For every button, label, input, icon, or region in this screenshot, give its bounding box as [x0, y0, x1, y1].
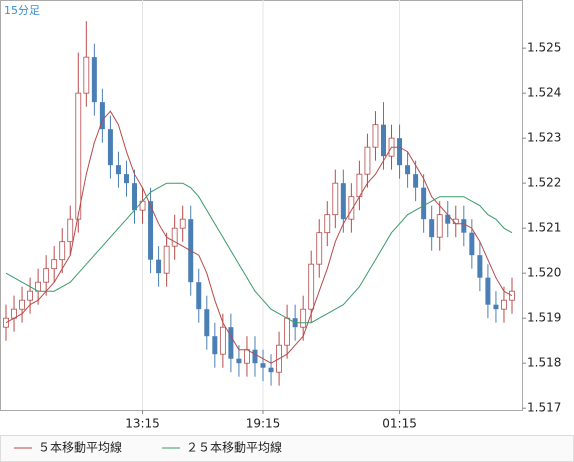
candle-body	[316, 232, 323, 265]
candle-body	[19, 299, 25, 310]
candle-body	[397, 138, 403, 166]
y-tick-label: 1.519	[527, 311, 561, 325]
candle-body	[413, 174, 419, 188]
candle-body	[501, 299, 507, 310]
candle-body	[324, 214, 331, 234]
candle-body	[485, 277, 491, 305]
legend-box	[0, 435, 574, 462]
candle-body	[123, 174, 129, 184]
candle-body	[163, 245, 170, 274]
x-tick-label: 19:15	[246, 417, 281, 431]
candle-body	[132, 183, 138, 211]
candle-body	[348, 196, 355, 220]
candle-body	[115, 165, 121, 175]
legend-label: ５本移動平均線	[38, 440, 122, 455]
candle-body	[59, 241, 66, 261]
candle-body	[429, 219, 435, 238]
candle-body	[260, 363, 266, 368]
ma-line	[5, 110, 513, 364]
candle-body	[99, 102, 105, 130]
candle-body	[421, 187, 427, 220]
candle-body	[405, 165, 411, 175]
candle-body	[43, 268, 50, 283]
ma-line	[5, 182, 513, 324]
y-tick-label: 1.521	[527, 221, 561, 235]
y-tick-label: 1.522	[527, 176, 561, 190]
candle-body	[107, 129, 113, 166]
candle-body	[268, 367, 274, 373]
candle-body	[171, 227, 178, 247]
candle-body	[196, 282, 202, 310]
candle-body	[27, 290, 33, 301]
candle-body	[212, 336, 218, 355]
legend-label: ２５本移動平均線	[186, 440, 282, 455]
candle-body	[477, 255, 483, 278]
candle-body	[51, 259, 58, 270]
plot-frame	[0, 0, 523, 411]
candle-body	[219, 326, 226, 355]
candle-body	[372, 124, 379, 148]
x-tick-label: 13:15	[125, 417, 160, 431]
candle-body	[179, 218, 186, 229]
candle-body	[75, 92, 82, 220]
candle-body	[308, 263, 315, 310]
candle-body	[436, 214, 443, 238]
candle-body	[83, 56, 90, 94]
candle-body	[461, 219, 467, 233]
chart-title: 15分足	[4, 4, 40, 17]
candle-body	[493, 304, 499, 310]
candle-body	[236, 358, 242, 364]
candle-body	[284, 317, 291, 346]
y-tick-label: 1.523	[527, 131, 561, 145]
candle-body	[67, 218, 74, 243]
y-tick-label: 1.518	[527, 356, 561, 370]
candle-body	[228, 327, 234, 359]
y-tick-label: 1.517	[527, 401, 561, 415]
candle-body	[252, 349, 258, 364]
candle-body	[340, 183, 346, 220]
candle-body	[364, 146, 371, 175]
candle-body	[91, 57, 97, 103]
candle-body	[469, 232, 475, 256]
y-tick-label: 1.520	[527, 266, 561, 280]
candle-body	[380, 124, 386, 157]
candle-body	[148, 201, 154, 260]
candle-body	[445, 214, 451, 224]
y-tick-label: 1.524	[527, 86, 561, 100]
candle-body	[244, 349, 250, 364]
y-tick-label: 1.525	[527, 41, 561, 55]
candle-body	[332, 182, 339, 216]
candle-body	[300, 308, 307, 328]
candle-body	[156, 259, 162, 274]
x-tick-label: 01:15	[382, 417, 417, 431]
candle-body	[204, 309, 210, 337]
